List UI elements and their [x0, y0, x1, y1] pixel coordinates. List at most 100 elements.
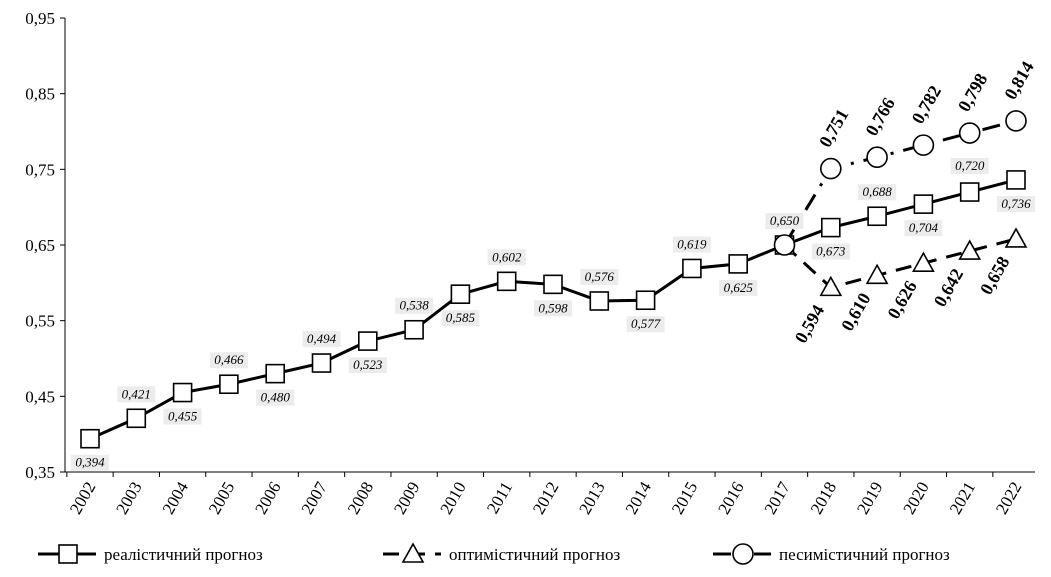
- data-label-bg: [580, 268, 619, 285]
- triangle-marker: [1004, 227, 1028, 248]
- series-line: [783, 237, 1017, 290]
- data-label-bg: [71, 454, 109, 471]
- square-marker: [543, 274, 563, 295]
- data-label-pessimistic: 0,782: [908, 82, 946, 127]
- data-label: 0,585: [446, 310, 476, 325]
- y-axis: 0,35 0,45 0,55 0,65 0,75 0,85 0,95: [25, 9, 66, 482]
- data-label-bg: [534, 300, 572, 317]
- series-layer: [80, 110, 1028, 449]
- x-tick-label: 2009: [390, 479, 423, 518]
- circle-marker: [819, 157, 842, 180]
- data-label-optimistic: 0,626: [883, 277, 921, 322]
- square-marker: [635, 290, 656, 311]
- data-label: 0,576: [585, 269, 615, 284]
- x-tick-label: 2004: [159, 478, 193, 517]
- y-tick-label: 0,45: [25, 387, 55, 406]
- square-marker: [867, 206, 887, 227]
- x-tick-label: 2022: [992, 479, 1025, 518]
- x-tick-label: 2018: [807, 479, 840, 518]
- data-label-bg: [441, 310, 480, 327]
- legend-label: оптимістичний прогноз: [449, 545, 620, 564]
- y-tick-label: 0,55: [25, 312, 55, 331]
- data-label-bg: [395, 297, 434, 314]
- legend: реалістичний прогноз оптимістичний прогно…: [38, 542, 950, 565]
- data-label-bg: [811, 243, 850, 260]
- data-label-optimistic: 0,658: [976, 253, 1014, 298]
- data-label-bg: [904, 220, 943, 237]
- circle-marker: [958, 122, 981, 144]
- square-marker: [820, 217, 841, 238]
- data-label: 0,480: [261, 390, 291, 405]
- square-marker: [80, 428, 100, 449]
- legend-item: оптимістичний прогноз: [383, 542, 620, 564]
- square-marker: [450, 284, 471, 304]
- data-label: 0,720: [955, 158, 985, 173]
- legend-label: реалістичний прогноз: [104, 545, 263, 564]
- square-marker: [357, 331, 378, 351]
- legend-label: песимістичний прогноз: [779, 545, 950, 564]
- data-label-bg: [672, 236, 711, 253]
- x-tick-label: 2002: [66, 479, 99, 518]
- x-tick-label: 2021: [946, 479, 979, 518]
- square-marker: [682, 258, 702, 279]
- data-label-bg: [302, 331, 341, 348]
- triangle-marker: [865, 263, 889, 285]
- data-label-pessimistic: 0,766: [861, 94, 899, 139]
- data-label-bg: [858, 184, 897, 201]
- triangle-marker: [401, 542, 425, 563]
- data-label: 0,455: [168, 409, 198, 424]
- square-marker: [219, 374, 239, 395]
- y-tick-label: 0,35: [25, 463, 55, 482]
- data-label: 0,673: [816, 244, 846, 259]
- data-label-pessimistic: 0,798: [954, 70, 992, 115]
- square-marker: [58, 544, 78, 564]
- data-label-bg: [163, 408, 202, 425]
- x-tick-label: 2008: [344, 479, 377, 518]
- triangle-marker: [912, 251, 935, 272]
- data-label: 0,466: [214, 352, 244, 367]
- x-tick-label: 2011: [483, 479, 516, 517]
- legend-item: реалістичний прогноз: [38, 544, 263, 564]
- data-label: 0,619: [677, 236, 707, 251]
- series-circle: [783, 110, 1027, 246]
- x-tick-label: 2010: [436, 479, 469, 518]
- square-marker: [913, 194, 934, 214]
- x-tick-label: 2017: [761, 478, 795, 517]
- circle-marker: [866, 146, 888, 169]
- x-tick-label: 2012: [529, 479, 562, 518]
- square-marker: [311, 353, 332, 373]
- x-tick-label: 2016: [714, 479, 747, 518]
- square-marker: [404, 319, 424, 340]
- data-label-bg: [950, 158, 989, 175]
- y-tick-label: 0,75: [25, 160, 55, 179]
- data-label: 0,650: [770, 213, 800, 228]
- data-label: 0,577: [631, 316, 661, 331]
- data-label-bg: [256, 389, 295, 406]
- data-label: 0,602: [492, 249, 522, 264]
- y-tick-label: 0,95: [25, 9, 55, 28]
- circle-marker: [912, 134, 935, 156]
- data-label: 0,625: [724, 280, 754, 295]
- data-label-bg: [719, 279, 758, 296]
- data-label-optimistic: 0,594: [791, 301, 829, 346]
- x-tick-label: 2007: [298, 478, 332, 517]
- x-tick-label: 2014: [622, 478, 656, 517]
- data-label-bg: [765, 213, 804, 229]
- square-marker: [959, 182, 980, 202]
- data-label-pessimistic: 0,814: [1000, 58, 1038, 103]
- data-label: 0,523: [353, 357, 383, 372]
- y-tick-label: 0,85: [25, 85, 55, 104]
- data-label: 0,494: [307, 331, 337, 346]
- square-marker: [126, 408, 147, 429]
- square-marker: [496, 271, 517, 292]
- x-tick-label: 2019: [853, 479, 886, 518]
- data-label-bg: [487, 249, 526, 266]
- circle-marker: [773, 234, 796, 256]
- x-axis: 2002 2003 2004 2005 2006 2007 2008 2009 2010 2011…: [65, 471, 1035, 518]
- data-label-optimistic: 0,610: [837, 289, 875, 334]
- data-label: 0,736: [1001, 196, 1031, 211]
- y-tick-label: 0,65: [25, 236, 55, 255]
- data-label: 0,421: [122, 386, 151, 401]
- data-label-pessimistic: 0,751: [815, 106, 853, 151]
- triangle-marker: [819, 275, 843, 297]
